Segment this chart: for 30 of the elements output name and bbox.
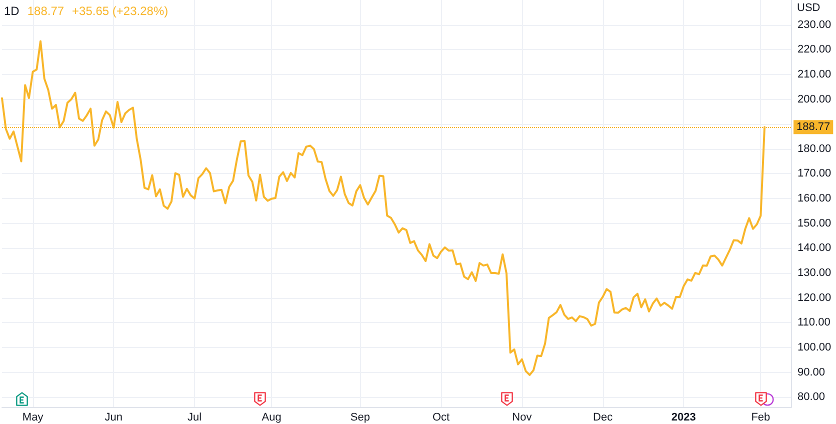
ref-line-label: 188.77: [796, 121, 830, 134]
y-tick-label: 170.00: [798, 168, 832, 180]
y-tick-label: 140.00: [798, 242, 832, 254]
y-tick-label: 180.00: [798, 142, 832, 155]
x-tick-label: Oct: [432, 412, 450, 424]
y-tick-label: 110.00: [798, 316, 830, 329]
chart-title: 1D: [4, 3, 20, 19]
y-tick-label: 230.00: [798, 18, 832, 31]
y-tick-label: 100.00: [798, 341, 832, 354]
y-tick-label: 90.00: [798, 366, 826, 378]
y-tick-label: 210.00: [798, 68, 832, 80]
y-tick-label: 220.00: [798, 44, 832, 56]
y-tick-label: 200.00: [798, 93, 832, 106]
x-tick-label: 2023: [671, 412, 696, 424]
y-tick-label: 130.00: [798, 266, 832, 279]
x-tick-label: Aug: [262, 412, 282, 424]
y-tick-label: 120.00: [798, 292, 832, 304]
x-tick-label: Jun: [104, 412, 123, 424]
y-tick-label: 80.00: [798, 391, 826, 404]
y-axis-title: USD: [797, 1, 820, 15]
x-tick-label: May: [22, 412, 44, 424]
x-tick-label: Dec: [593, 412, 614, 424]
annotation: 188.77: [27, 3, 64, 19]
x-tick-label: Nov: [512, 412, 532, 424]
x-tick-label: Jul: [188, 412, 202, 424]
y-tick-label: 160.00: [798, 192, 832, 205]
y-tick-label: 150.00: [798, 217, 832, 230]
annotation: +35.65 (+23.28%): [72, 3, 168, 19]
x-tick-label: Feb: [751, 412, 770, 424]
x-tick-label: Sep: [350, 412, 370, 424]
